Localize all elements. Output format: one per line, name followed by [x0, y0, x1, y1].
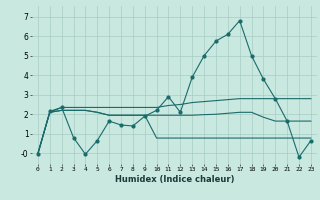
X-axis label: Humidex (Indice chaleur): Humidex (Indice chaleur) — [115, 175, 234, 184]
